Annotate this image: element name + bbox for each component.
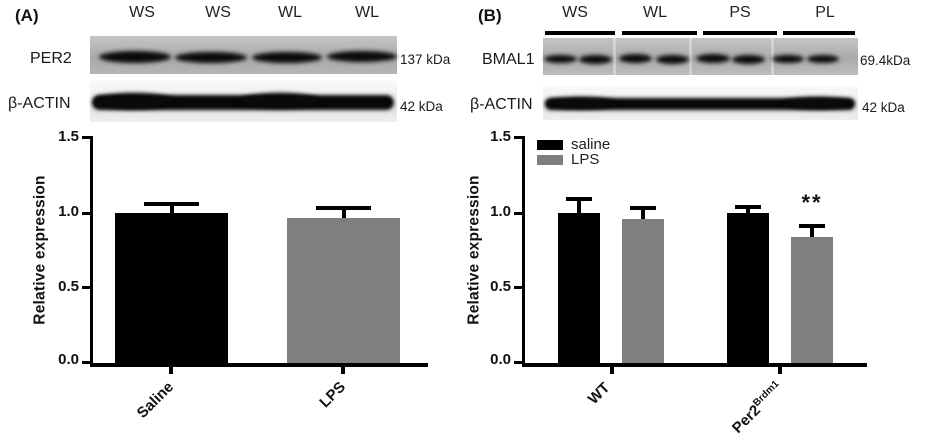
y-tick	[82, 361, 90, 364]
protein-label-per2: PER2	[30, 50, 72, 67]
error-bar-per2-lps	[799, 224, 825, 237]
bar-saline	[115, 213, 228, 363]
western-blot-per2	[90, 36, 397, 74]
lane-separator	[613, 38, 616, 75]
blot-band	[99, 51, 171, 63]
lane-group-underline	[622, 31, 697, 35]
bar-lps	[287, 217, 400, 363]
blot-band	[94, 93, 174, 109]
x-tick	[169, 366, 173, 374]
blot-band	[732, 55, 765, 64]
y-tick-label: 1.5	[58, 128, 79, 145]
blot-band	[175, 52, 247, 63]
lane-group-underline	[703, 31, 777, 35]
y-tick-label: 1.0	[490, 203, 511, 220]
y-tick-label: 0.0	[58, 351, 79, 368]
western-blot-bmal1	[543, 38, 858, 75]
bar-per2-lps	[791, 237, 833, 363]
significance-stars: **	[801, 190, 823, 215]
error-bar-wt-saline	[566, 197, 592, 213]
protein-label-bmal1: BMAL1	[482, 51, 535, 68]
y-tick	[514, 136, 522, 139]
blot-band	[807, 55, 839, 63]
lane-separator	[689, 38, 692, 75]
lane-label: PL	[815, 4, 835, 21]
protein-label-actin: β-ACTIN	[470, 96, 533, 113]
legend-label-saline: saline	[571, 136, 611, 153]
lane-label: WL	[643, 4, 667, 21]
molecular-weight-label: 42 kDa	[862, 100, 905, 115]
lane-label: WL	[278, 4, 302, 21]
protein-label-actin: β-ACTIN	[8, 95, 71, 112]
lane-label: WL	[355, 4, 379, 21]
error-bar-wt-lps	[630, 206, 656, 219]
x-tick	[610, 366, 614, 374]
bar-wt-lps	[622, 219, 664, 363]
y-tick-label: 0.0	[490, 351, 511, 368]
blot-band	[696, 54, 730, 63]
blot-band	[327, 51, 397, 62]
panel-b-label: (B)	[478, 6, 502, 25]
y-tick	[514, 286, 522, 289]
blot-band	[656, 55, 689, 64]
molecular-weight-label: 69.4kDa	[860, 53, 911, 68]
legend-swatch-saline	[537, 140, 563, 150]
blot-band	[546, 97, 616, 109]
bar-chart-panel-b: 1.5 1.0 0.5 0.0 Relative expression sali…	[466, 128, 867, 437]
lane-label: WS	[205, 4, 231, 21]
y-tick-label: 1.0	[58, 203, 79, 220]
blot-band	[544, 55, 577, 63]
molecular-weight-label: 42 kDa	[400, 99, 443, 114]
y-tick	[514, 361, 522, 364]
bar-wt-saline	[558, 213, 600, 363]
y-tick	[82, 286, 90, 289]
blot-band	[772, 55, 804, 63]
x-axis	[522, 363, 867, 367]
error-bar-per2-saline	[735, 204, 761, 213]
lane-group-underline	[545, 31, 615, 35]
blot-band	[545, 98, 855, 110]
y-tick-label: 1.5	[490, 128, 511, 145]
bar-chart-panel-a: 1.5 1.0 0.5 0.0 Relative expression Sali…	[32, 128, 428, 422]
blot-band	[240, 93, 320, 108]
blot-band	[252, 52, 322, 63]
bar-per2-saline	[727, 213, 769, 363]
y-axis	[522, 136, 525, 367]
lane-label: WS	[129, 4, 155, 21]
y-tick-label: 0.5	[490, 278, 511, 295]
x-tick	[778, 366, 782, 374]
y-tick-label: 0.5	[58, 278, 79, 295]
blot-band	[619, 54, 652, 63]
blot-band	[579, 55, 612, 64]
molecular-weight-label: 137 kDa	[400, 52, 451, 67]
lane-label: PS	[729, 4, 751, 21]
y-tick	[514, 212, 522, 215]
lane-group-underline	[783, 31, 855, 35]
y-axis-title: Relative expression	[465, 175, 483, 325]
x-tick-label-wt: WT	[584, 379, 614, 408]
x-tick-label-per2brdm1: Per2Brdm1	[728, 378, 782, 437]
western-blot-actin-b	[543, 85, 858, 120]
y-axis	[90, 136, 93, 367]
error-bar-lps	[316, 206, 371, 218]
lane-label: WS	[562, 4, 588, 21]
y-tick	[82, 136, 90, 139]
error-bar-saline	[144, 201, 199, 213]
legend-label-lps: LPS	[571, 151, 600, 168]
western-blot-actin-a	[90, 80, 397, 122]
legend-swatch-lps	[537, 155, 563, 165]
blot-band	[783, 97, 853, 109]
x-tick	[341, 366, 345, 374]
y-tick	[82, 212, 90, 215]
x-axis	[90, 363, 428, 367]
panel-a-label: (A)	[15, 6, 39, 25]
